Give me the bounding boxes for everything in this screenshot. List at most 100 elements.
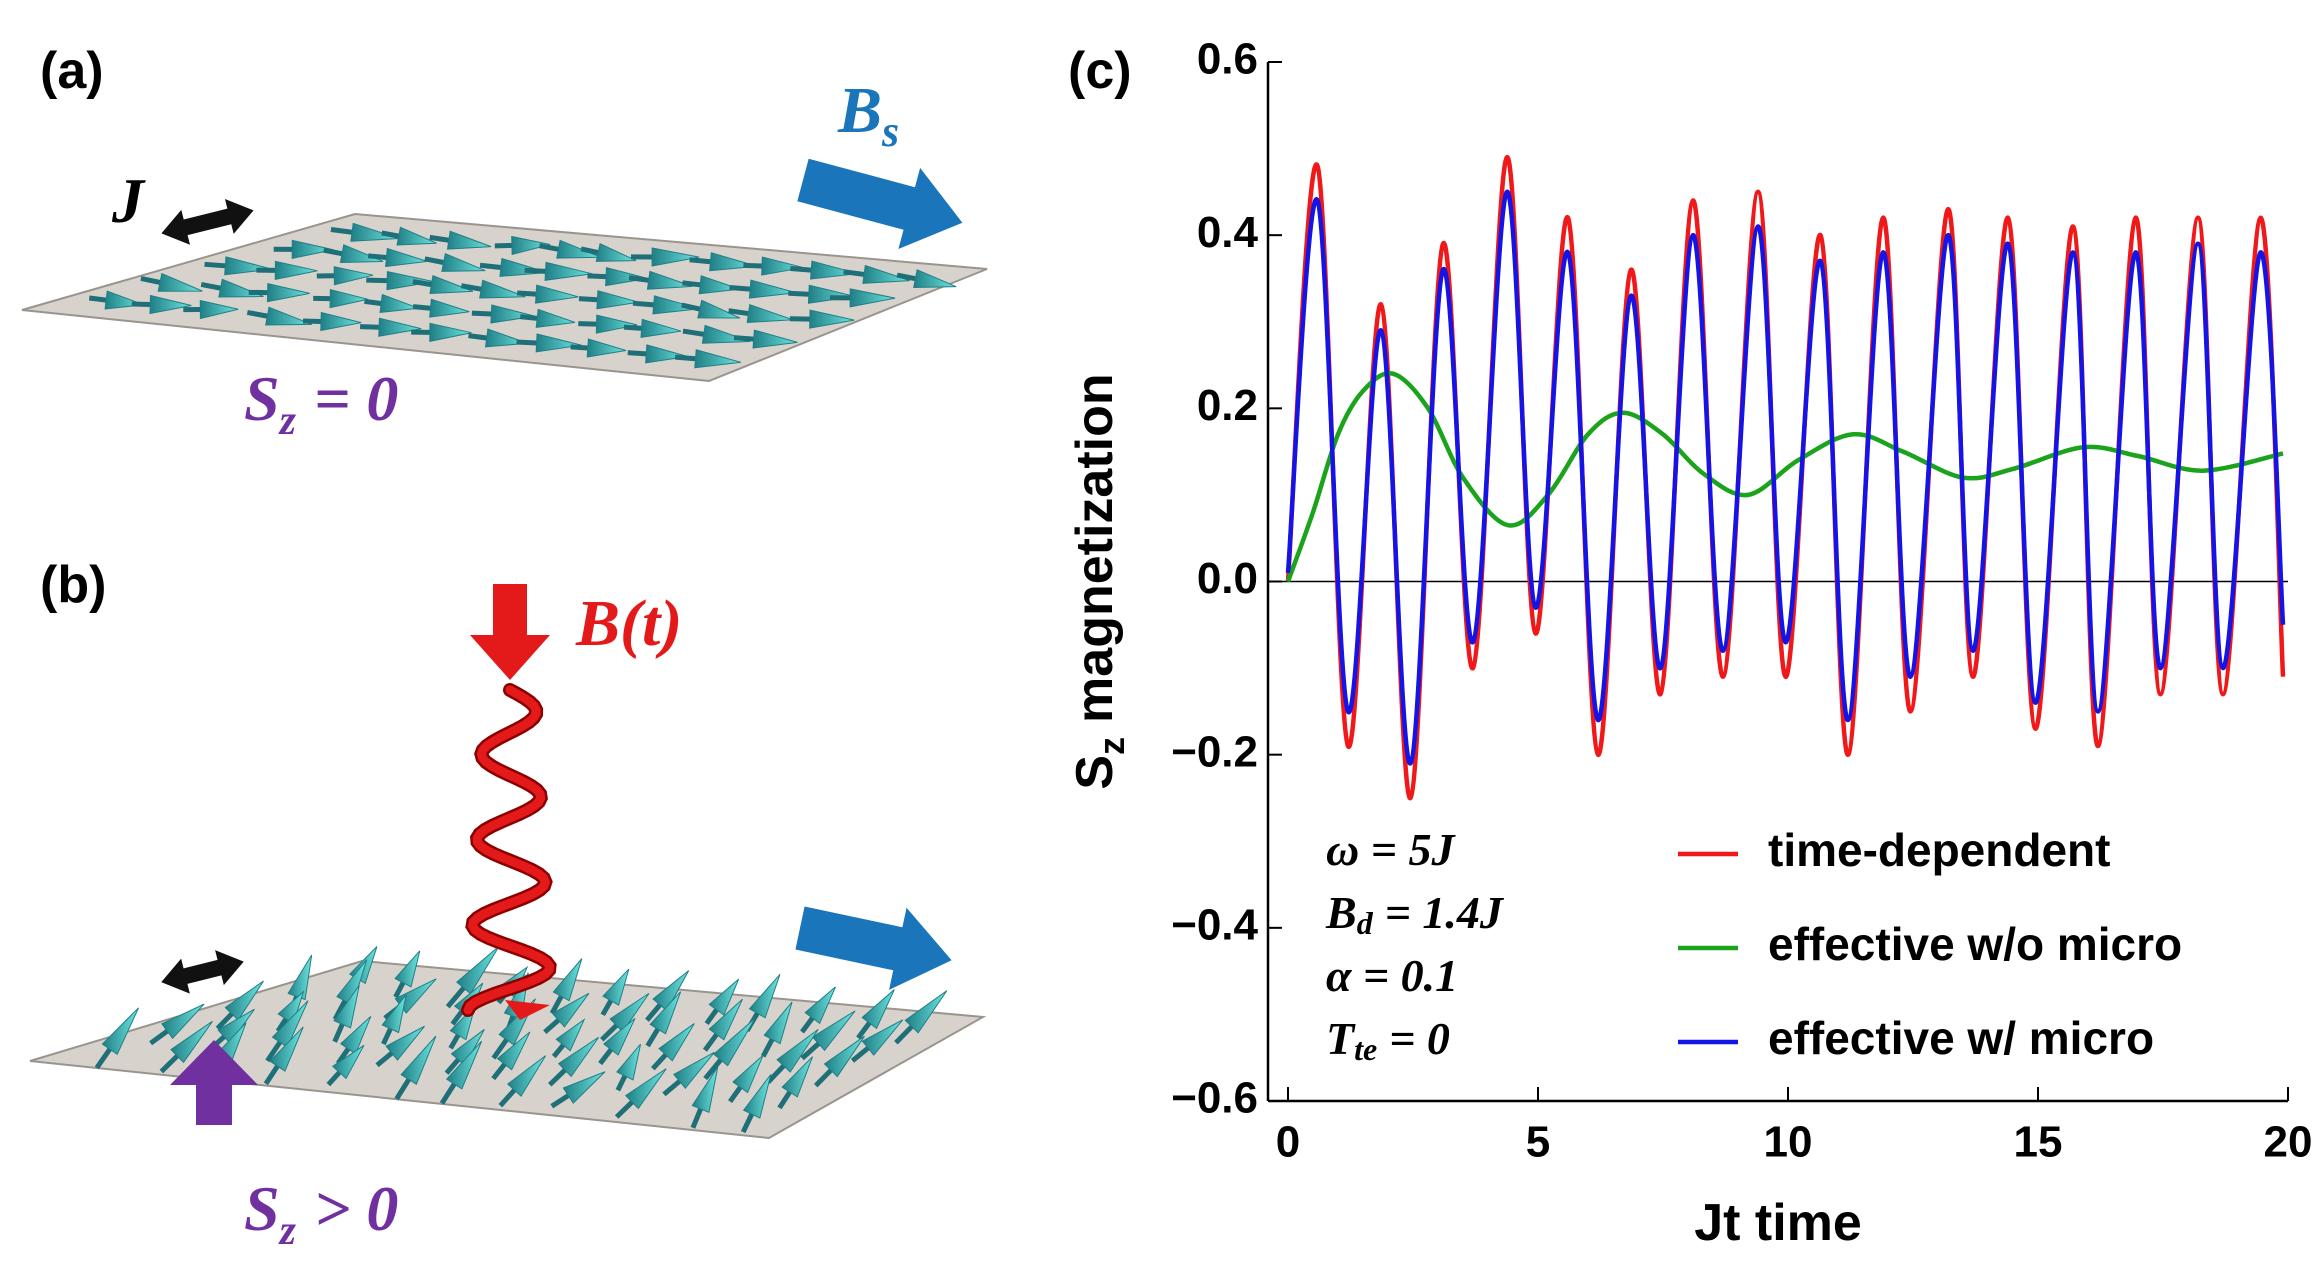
spin-cone bbox=[551, 992, 590, 1028]
y-tick-label: 0.0 bbox=[1197, 554, 1258, 603]
spin-stem bbox=[360, 324, 380, 330]
spin-cone bbox=[379, 293, 419, 314]
spin-stem bbox=[498, 1088, 517, 1108]
spin-cone bbox=[557, 1036, 600, 1078]
spin-stem bbox=[733, 335, 754, 342]
spin-cone bbox=[496, 1031, 531, 1071]
spin-stem bbox=[265, 1040, 283, 1063]
spin-stem bbox=[246, 309, 268, 319]
spin-cone bbox=[694, 349, 742, 369]
spin-stem bbox=[460, 283, 482, 292]
spin-stem bbox=[800, 1016, 815, 1034]
x-tick-label: 0 bbox=[1276, 1118, 1300, 1167]
spin-stem bbox=[200, 281, 222, 291]
drive-arrow bbox=[470, 584, 550, 680]
spin-stem bbox=[760, 1038, 775, 1058]
spin-subscript: z bbox=[278, 1208, 297, 1254]
spin-stem bbox=[743, 262, 763, 269]
spin-cone bbox=[708, 998, 743, 1041]
spin-cone bbox=[396, 226, 437, 246]
spin-cone bbox=[394, 950, 421, 988]
spin-stem bbox=[367, 253, 387, 261]
spin-cone bbox=[595, 243, 637, 262]
legend-label: effective w/o micro bbox=[1768, 918, 2182, 970]
spin-cone bbox=[329, 289, 369, 309]
spin-stem bbox=[777, 1090, 792, 1110]
y-axis-text: magnetization bbox=[1066, 373, 1124, 723]
spin-stem bbox=[516, 339, 537, 346]
field-label: Bs bbox=[837, 74, 899, 156]
x-tick-label: 5 bbox=[1526, 1118, 1550, 1167]
spin-cone bbox=[649, 991, 682, 1035]
spin-stem bbox=[330, 226, 353, 235]
spin-stem bbox=[550, 1093, 570, 1109]
spin-cone bbox=[823, 1035, 865, 1078]
spin-stem bbox=[381, 1027, 393, 1046]
series-line bbox=[1285, 370, 2284, 583]
spin-cone bbox=[640, 318, 682, 338]
spin-cone bbox=[552, 958, 583, 1002]
spin-cone bbox=[556, 239, 601, 259]
spin-stem bbox=[580, 246, 599, 255]
spin-cone bbox=[810, 260, 858, 280]
spin-stem bbox=[674, 354, 696, 362]
spin-stem bbox=[393, 981, 406, 999]
spin-stem bbox=[471, 310, 492, 317]
y-tick-label: −0.6 bbox=[1171, 1074, 1258, 1123]
spin-cone bbox=[429, 298, 470, 318]
spin-cone bbox=[544, 261, 593, 281]
spin-symbol: S bbox=[244, 1173, 280, 1244]
spin-cone bbox=[691, 1066, 719, 1114]
spin-stem bbox=[682, 328, 705, 337]
spin-stem bbox=[728, 1085, 743, 1103]
spin-cone bbox=[748, 973, 781, 1019]
spin-cone bbox=[605, 266, 648, 287]
spin-cone bbox=[645, 344, 688, 364]
spin-cone bbox=[224, 980, 264, 1021]
spin-cone bbox=[429, 275, 474, 295]
spin-stem bbox=[88, 295, 107, 303]
spin-cone bbox=[274, 260, 318, 280]
spin-stem bbox=[549, 995, 564, 1015]
spin-cone bbox=[595, 314, 638, 334]
spin-stem bbox=[543, 1018, 561, 1035]
spin-cone bbox=[809, 309, 855, 329]
spin-stem bbox=[850, 1046, 870, 1063]
spin-cone bbox=[652, 970, 690, 1012]
spin-cone bbox=[862, 264, 910, 284]
spin-cone bbox=[742, 1074, 772, 1119]
spin-cone bbox=[101, 1007, 140, 1056]
spin-stem bbox=[645, 1003, 662, 1022]
spin-cone bbox=[811, 1010, 856, 1052]
spin-stem bbox=[578, 296, 598, 303]
spin-stem bbox=[524, 267, 546, 274]
spin-cone bbox=[333, 985, 360, 1029]
spin-stem bbox=[598, 1048, 613, 1066]
drive-wave bbox=[463, 685, 555, 1015]
spin-cone bbox=[658, 1023, 695, 1062]
spin-stem bbox=[149, 1029, 169, 1046]
spin-stem bbox=[479, 262, 502, 270]
annotation-subscript: te bbox=[1354, 1031, 1377, 1067]
parameter-annotation: ω = 5J bbox=[1326, 824, 1456, 875]
spin-stem bbox=[600, 1023, 619, 1042]
spin-cone bbox=[479, 279, 526, 299]
spin-stem bbox=[429, 234, 450, 243]
spin-stem bbox=[444, 1057, 461, 1075]
field-subscript: s bbox=[881, 107, 899, 156]
spin-cone bbox=[849, 288, 896, 308]
spin-stem bbox=[728, 308, 749, 317]
coupling-arrow bbox=[161, 198, 254, 245]
spin-stem bbox=[491, 1062, 507, 1081]
annotation-symbol: T bbox=[1326, 1013, 1356, 1064]
spin-cone bbox=[271, 1000, 309, 1048]
spin-cone bbox=[913, 269, 957, 289]
spin-stem bbox=[843, 269, 865, 277]
annotation-subscript: d bbox=[1357, 905, 1374, 941]
spin-stem bbox=[600, 999, 613, 1017]
annotation-text: α = 0.1 bbox=[1326, 950, 1458, 1001]
spin-cone bbox=[269, 1026, 304, 1072]
y-axis-title: Sz magnetization bbox=[1066, 373, 1132, 789]
spin-array bbox=[88, 222, 957, 369]
spin-stem bbox=[623, 324, 642, 331]
